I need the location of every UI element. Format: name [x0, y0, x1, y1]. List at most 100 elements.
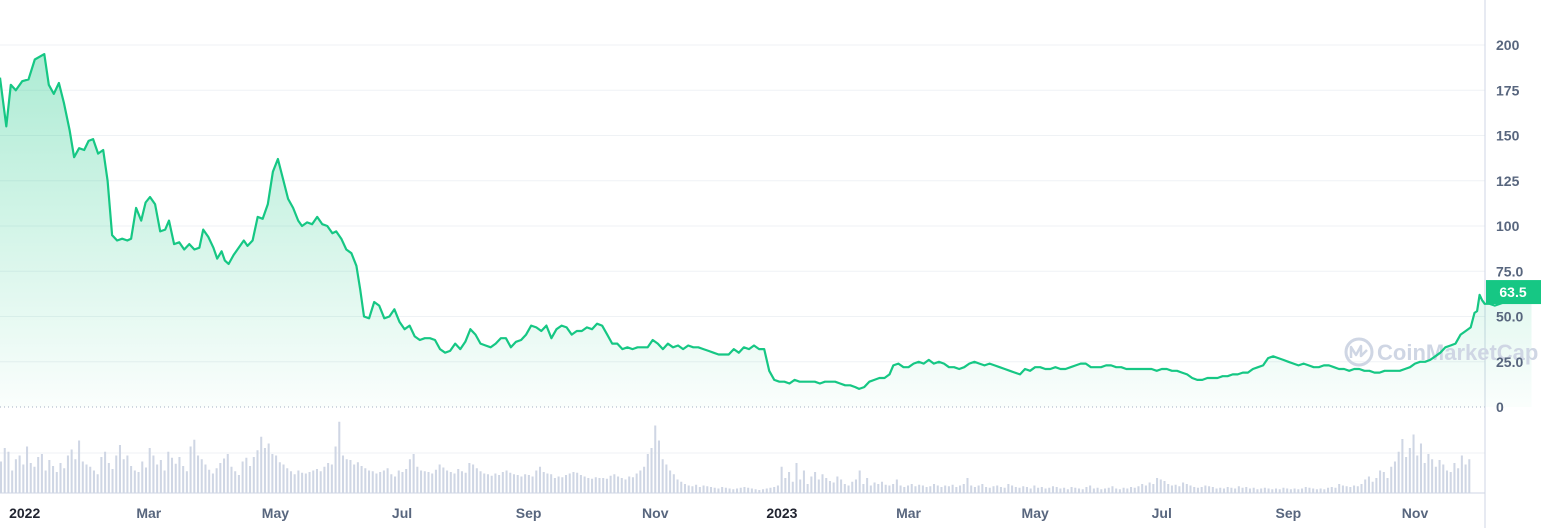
volume-bar: [33, 466, 36, 493]
volume-bar: [717, 488, 720, 493]
volume-bar: [992, 486, 995, 493]
volume-bar: [52, 466, 55, 493]
volume-bar: [275, 455, 278, 493]
volume-bar: [788, 472, 791, 493]
volume-bar: [368, 470, 371, 493]
volume-bar: [962, 484, 965, 493]
volume-bar: [739, 487, 742, 493]
volume-bar: [1040, 487, 1043, 493]
volume-bar: [386, 468, 389, 493]
volume-bar: [531, 476, 534, 493]
volume-bar: [1156, 478, 1159, 493]
volume-bar: [141, 461, 144, 493]
volume-bar: [66, 455, 69, 493]
volume-bar: [565, 475, 568, 493]
volume-bar: [293, 474, 296, 493]
volume-bar: [888, 485, 891, 493]
volume-bar: [1107, 487, 1110, 493]
volume-bar: [289, 471, 292, 493]
volume-bar: [1159, 479, 1162, 493]
volume-bar: [137, 472, 140, 493]
volume-bar: [743, 487, 746, 493]
volume-bar: [579, 475, 582, 493]
x-axis: 2022 Mar May Jul Sep Nov 2023 Mar May Jul Sep Nov: [9, 505, 1428, 521]
volume-bar: [118, 445, 121, 493]
volume-bar: [70, 449, 73, 493]
y-tick-label: 150: [1496, 128, 1520, 144]
volume-bar: [260, 436, 263, 493]
volume-bar: [1141, 484, 1144, 493]
volume-bar: [1144, 485, 1147, 493]
volume-bar: [345, 459, 348, 493]
volume-bar: [542, 472, 545, 493]
volume-bar: [947, 486, 950, 493]
volume-bar: [133, 470, 136, 493]
volume-bar: [784, 478, 787, 493]
volume-bar: [379, 472, 382, 493]
volume-bar: [1267, 488, 1270, 493]
volume-bar: [394, 476, 397, 493]
volume-bar: [1130, 487, 1133, 493]
volume-bar: [557, 476, 560, 493]
volume-bar: [825, 478, 828, 493]
volume-bar: [892, 484, 895, 493]
volume-bar: [1245, 487, 1248, 493]
volume-bar: [840, 479, 843, 493]
volume-bar: [713, 487, 716, 493]
price-area-fill: [0, 54, 1532, 407]
volume-bar: [1274, 488, 1278, 493]
volume-bar: [1427, 454, 1430, 493]
volume-bar: [1408, 448, 1411, 493]
volume-bar: [22, 464, 25, 493]
volume-bar: [197, 455, 200, 493]
volume-bar: [449, 472, 452, 493]
volume-bar: [1048, 487, 1051, 493]
volume-bar: [1297, 489, 1300, 493]
volume-bar: [873, 482, 876, 493]
volume-bar: [334, 446, 337, 493]
y-tick-label: 25.0: [1496, 354, 1523, 370]
volume-bar: [1308, 487, 1311, 493]
last-price-label: 63.5: [1499, 284, 1526, 300]
volume-bar: [1468, 459, 1471, 493]
volume-bar: [914, 486, 917, 493]
volume-bar: [382, 470, 385, 493]
volume-bar: [903, 487, 906, 493]
volume-bar: [226, 454, 229, 493]
volume-bar: [643, 466, 646, 493]
coinmarketcap-logo-icon: [1344, 337, 1374, 367]
volume-bar: [1051, 486, 1054, 493]
volume-bar: [1442, 464, 1445, 493]
y-tick-label: 0: [1496, 399, 1504, 415]
volume-bar: [1349, 487, 1352, 493]
volume-bar: [1382, 472, 1385, 493]
volume-bar: [1278, 489, 1281, 493]
volume-bar: [1286, 488, 1289, 493]
volume-bar: [1271, 489, 1274, 493]
price-series-line: [0, 53, 1532, 390]
volume-bar: [1152, 484, 1155, 493]
volume-bar: [438, 464, 441, 493]
volume-bars: [0, 421, 1471, 493]
volume-bar: [925, 487, 928, 493]
volume-bar: [598, 478, 601, 493]
y-tick-label: 125: [1496, 173, 1520, 189]
volume-bar: [122, 459, 125, 493]
volume-bar: [1185, 484, 1188, 493]
volume-bar: [1167, 484, 1170, 493]
volume-bar: [1089, 485, 1092, 493]
volume-bar: [286, 468, 289, 493]
volume-bar: [977, 485, 980, 493]
x-tick-label: Jul: [1152, 505, 1172, 521]
volume-bar: [148, 448, 151, 493]
volume-bar: [1063, 487, 1066, 493]
volume-bar: [654, 425, 657, 493]
volume-bar: [1014, 487, 1017, 493]
volume-bar: [211, 473, 214, 493]
volume-bar: [1386, 478, 1389, 493]
volume-bar: [683, 484, 686, 493]
volume-bar: [1211, 487, 1214, 493]
volume-bar: [453, 473, 456, 493]
x-tick-label: May: [1022, 505, 1049, 521]
volume-bar: [1059, 488, 1062, 493]
